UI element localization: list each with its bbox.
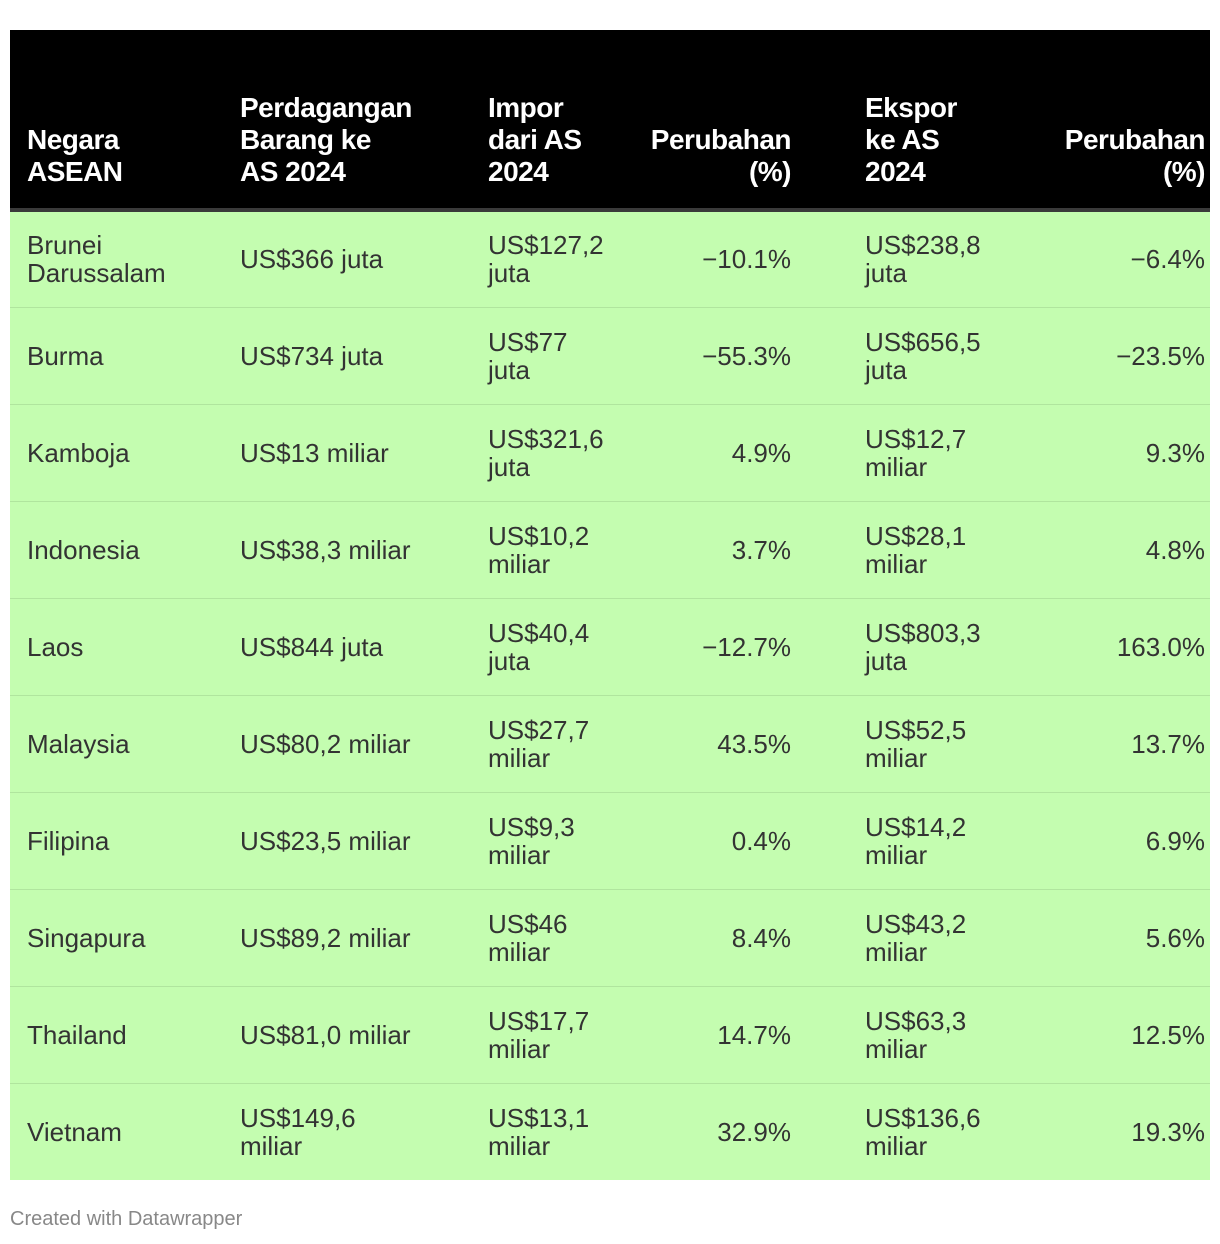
- cell-total-trade: US$734 juta: [224, 307, 473, 405]
- cell-exports-change: 6.9%: [986, 792, 1210, 890]
- header-country: Negara ASEAN: [10, 30, 224, 212]
- cell-exports: US$14,2 miliar: [828, 792, 986, 890]
- header-row: Negara ASEAN Perdagangan Barang ke AS 20…: [10, 30, 1210, 212]
- header-exports: Ekspor ke AS 2024: [828, 30, 986, 212]
- table-header: Negara ASEAN Perdagangan Barang ke AS 20…: [10, 30, 1210, 212]
- table-row: Singapura US$89,2 miliar US$46 miliar 8.4% U…: [10, 889, 1210, 987]
- table-row: Thailand US$81,0 miliar US$17,7 miliar 14.7…: [10, 986, 1210, 1084]
- cell-exports: US$28,1 miliar: [828, 501, 986, 599]
- cell-country: Thailand: [10, 986, 224, 1084]
- cell-country: Malaysia: [10, 695, 224, 793]
- cell-imports: US$27,7 miliar: [473, 695, 621, 793]
- cell-imports: US$321,6 juta: [473, 404, 621, 502]
- cell-country: Vietnam: [10, 1083, 224, 1180]
- cell-imports-change: 3.7%: [621, 501, 828, 599]
- header-total-trade: Perdagangan Barang ke AS 2024: [224, 30, 473, 212]
- table-row: Filipina US$23,5 miliar US$9,3 miliar 0.4% U…: [10, 792, 1210, 890]
- cell-exports: US$52,5 miliar: [828, 695, 986, 793]
- table-row: Burma US$734 juta US$77 juta −55.3% US$656,5…: [10, 307, 1210, 405]
- cell-imports-change: −10.1%: [621, 210, 828, 308]
- cell-country: Filipina: [10, 792, 224, 890]
- cell-imports: US$77 juta: [473, 307, 621, 405]
- cell-imports: US$10,2 miliar: [473, 501, 621, 599]
- header-label: Perubahan (%): [650, 124, 792, 187]
- cell-imports-change: 43.5%: [621, 695, 828, 793]
- cell-total-trade: US$844 juta: [224, 598, 473, 696]
- cell-imports-change: 14.7%: [621, 986, 828, 1084]
- cell-country: Laos: [10, 598, 224, 696]
- cell-imports: US$46 miliar: [473, 889, 621, 987]
- header-label: Impor dari AS 2024: [488, 92, 582, 187]
- cell-total-trade: US$13 miliar: [224, 404, 473, 502]
- cell-country: Brunei Darussalam: [10, 210, 224, 308]
- cell-exports: US$136,6 miliar: [828, 1083, 986, 1180]
- cell-exports-change: −6.4%: [986, 210, 1210, 308]
- cell-exports: US$43,2 miliar: [828, 889, 986, 987]
- cell-total-trade: US$23,5 miliar: [224, 792, 473, 890]
- cell-imports-change: −12.7%: [621, 598, 828, 696]
- cell-total-trade: US$80,2 miliar: [224, 695, 473, 793]
- cell-exports: US$238,8 juta: [828, 210, 986, 308]
- cell-exports: US$656,5 juta: [828, 307, 986, 405]
- cell-exports-change: 5.6%: [986, 889, 1210, 987]
- table-row: Brunei Darussalam US$366 juta US$127,2 jut…: [10, 210, 1210, 308]
- cell-imports-change: 0.4%: [621, 792, 828, 890]
- cell-exports-change: 19.3%: [986, 1083, 1210, 1180]
- table-row: Indonesia US$38,3 miliar US$10,2 miliar 3.7…: [10, 501, 1210, 599]
- header-imports: Impor dari AS 2024: [473, 30, 621, 212]
- cell-total-trade: US$149,6 miliar: [224, 1083, 473, 1180]
- cell-exports: US$12,7 miliar: [828, 404, 986, 502]
- cell-imports-change: 4.9%: [621, 404, 828, 502]
- header-label: Perubahan (%): [1064, 124, 1206, 187]
- table-row: Laos US$844 juta US$40,4 juta −12.7% US$803,…: [10, 598, 1210, 696]
- cell-imports: US$17,7 miliar: [473, 986, 621, 1084]
- datawrapper-credit: Created with Datawrapper: [10, 1208, 243, 1230]
- table-row: Vietnam US$149,6 miliar US$13,1 miliar 32.9…: [10, 1083, 1210, 1180]
- cell-exports-change: 13.7%: [986, 695, 1210, 793]
- cell-country: Kamboja: [10, 404, 224, 502]
- table-row: Kamboja US$13 miliar US$321,6 juta 4.9% US$1…: [10, 404, 1210, 502]
- cell-imports: US$127,2 juta: [473, 210, 621, 308]
- header-label: Perdagangan Barang ke AS 2024: [240, 92, 412, 187]
- cell-exports-change: −23.5%: [986, 307, 1210, 405]
- data-table-container: Negara ASEAN Perdagangan Barang ke AS 20…: [10, 30, 1210, 1180]
- cell-exports-change: 163.0%: [986, 598, 1210, 696]
- header-label: Negara ASEAN: [27, 124, 123, 187]
- header-exports-change: Perubahan (%): [986, 30, 1210, 212]
- cell-exports-change: 12.5%: [986, 986, 1210, 1084]
- header-imports-change: Perubahan (%): [621, 30, 828, 212]
- cell-total-trade: US$89,2 miliar: [224, 889, 473, 987]
- table-body: Brunei Darussalam US$366 juta US$127,2 jut…: [10, 210, 1210, 1180]
- cell-total-trade: US$81,0 miliar: [224, 986, 473, 1084]
- cell-country: Indonesia: [10, 501, 224, 599]
- cell-imports: US$13,1 miliar: [473, 1083, 621, 1180]
- trade-table: Negara ASEAN Perdagangan Barang ke AS 20…: [10, 30, 1210, 1180]
- cell-exports-change: 4.8%: [986, 501, 1210, 599]
- cell-imports: US$40,4 juta: [473, 598, 621, 696]
- cell-total-trade: US$38,3 miliar: [224, 501, 473, 599]
- table-row: Malaysia US$80,2 miliar US$27,7 miliar 43.5…: [10, 695, 1210, 793]
- cell-imports: US$9,3 miliar: [473, 792, 621, 890]
- cell-imports-change: 8.4%: [621, 889, 828, 987]
- cell-exports-change: 9.3%: [986, 404, 1210, 502]
- cell-imports-change: −55.3%: [621, 307, 828, 405]
- cell-country: Burma: [10, 307, 224, 405]
- header-label: Ekspor ke AS 2024: [865, 92, 957, 187]
- cell-country: Singapura: [10, 889, 224, 987]
- cell-exports: US$63,3 miliar: [828, 986, 986, 1084]
- cell-exports: US$803,3 juta: [828, 598, 986, 696]
- cell-imports-change: 32.9%: [621, 1083, 828, 1180]
- cell-total-trade: US$366 juta: [224, 210, 473, 308]
